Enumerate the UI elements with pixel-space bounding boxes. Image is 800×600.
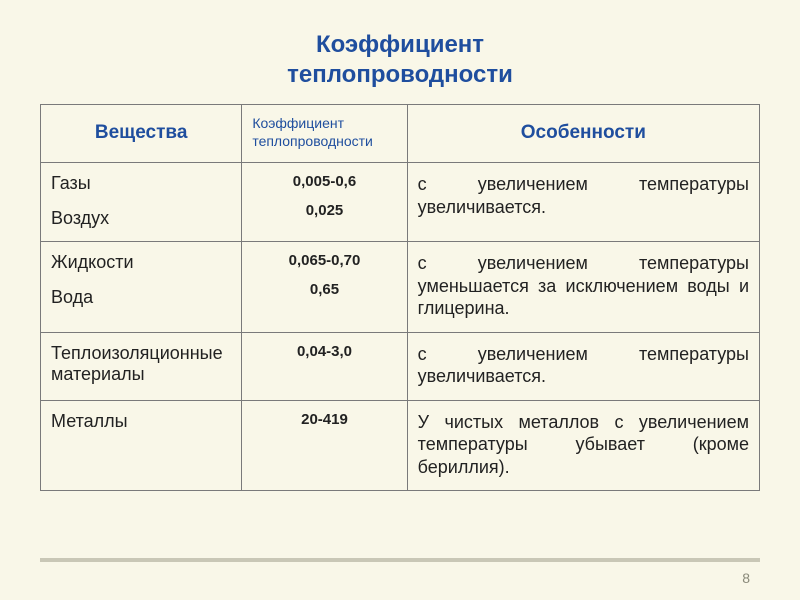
substance-label: Металлы — [51, 411, 231, 432]
slide-title: Коэффициент теплопроводности — [40, 30, 760, 104]
coef-value: 0,04-3,0 — [252, 343, 396, 360]
coef-value: 0,065-0,70 — [252, 252, 396, 269]
feature-text: с увеличением температуры уменьшается за… — [407, 242, 759, 333]
footer-divider — [40, 558, 760, 562]
coef-value: 20-419 — [252, 411, 396, 428]
table-row: Теплоизоляционные материалы 0,04-3,0 с у… — [41, 332, 760, 400]
header-substances: Вещества — [41, 105, 242, 163]
feature-text: с увеличением температуры увеличивается. — [407, 332, 759, 400]
page-number: 8 — [742, 570, 750, 586]
coef-value: 0,025 — [252, 202, 396, 219]
substance-label: Вода — [51, 287, 231, 308]
coef-value: 0,65 — [252, 281, 396, 298]
substance-label: Газы — [51, 173, 231, 194]
table-row: Жидкости Вода 0,065-0,70 0,65 с увеличен… — [41, 242, 760, 333]
table-row: Металлы 20-419 У чистых металлов с увели… — [41, 400, 760, 491]
slide: Коэффициент теплопроводности Вещества Ко… — [0, 0, 800, 600]
substance-label: Теплоизоляционные материалы — [51, 343, 231, 385]
table-row: Газы Воздух 0,005-0,6 0,025 с увеличение… — [41, 163, 760, 242]
coef-value: 0,005-0,6 — [252, 173, 396, 190]
substance-label: Воздух — [51, 208, 231, 229]
title-line-1: Коэффициент — [316, 31, 484, 58]
header-features: Особенности — [407, 105, 759, 163]
feature-text: У чистых металлов с увеличением температ… — [407, 400, 759, 491]
feature-text: с увеличением температуры увеличивается. — [407, 163, 759, 242]
title-line-2: теплопроводности — [287, 61, 513, 88]
table-header-row: Вещества Коэффициент теплопроводности Ос… — [41, 105, 760, 163]
thermal-table: Вещества Коэффициент теплопроводности Ос… — [40, 104, 760, 491]
header-coefficient: Коэффициент теплопроводности — [242, 105, 407, 163]
substance-label: Жидкости — [51, 252, 231, 273]
